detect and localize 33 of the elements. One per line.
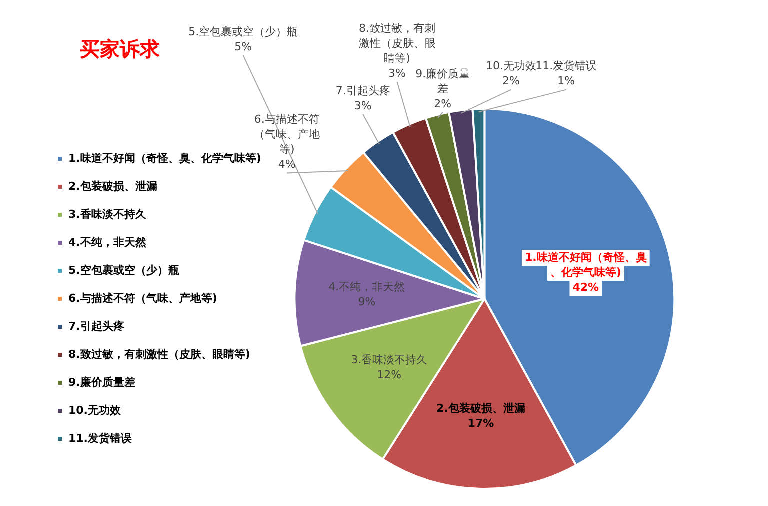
data-label: 9% — [358, 296, 376, 309]
legend-label: 11.发货错误 — [68, 432, 133, 445]
slice-label: 3.香味淡不持久 — [351, 354, 428, 367]
slice-label: 1.味道不好闻（奇怪、臭、化学气味等) — [524, 250, 647, 279]
data-label: 17% — [468, 417, 494, 430]
data-label: 5% — [234, 40, 252, 54]
data-label: 2% — [502, 74, 520, 88]
data-label: 3% — [354, 99, 372, 112]
slice-label: 9.廉价质量差 — [416, 67, 470, 96]
slice-label: 7.引起头疼 — [336, 84, 390, 98]
slice-label: 2.包装破损、泄漏 — [436, 402, 526, 416]
legend-label: 4.不纯，非天然 — [68, 236, 148, 249]
text: 买家诉求 — [79, 36, 161, 63]
data-label: 1% — [558, 74, 576, 88]
data-label: 42% — [572, 280, 600, 294]
legend-label: 1.味道不好闻（奇怪、臭、化学气味等) — [68, 152, 262, 165]
slice-label: 8.致过敏，有刺激性（皮肤、眼睛等) — [358, 22, 436, 65]
slice-label: 11.发货错误 — [536, 60, 598, 73]
data-label: 4% — [278, 158, 296, 172]
legend-label: 3.香味淡不持久 — [68, 208, 148, 221]
legend-label: 5.空包裹或空（少）瓶 — [68, 264, 180, 277]
slice-label: 10.无功效 — [486, 60, 537, 73]
data-label: 2% — [434, 97, 452, 110]
slice-label: 5.空包裹或空（少）瓶 — [188, 25, 298, 38]
slice-label: 4.不纯，非天然 — [328, 280, 406, 294]
legend-label: 8.致过敏，有刺激性（皮肤、眼睛等) — [68, 348, 250, 361]
legend-label: 10.无功效 — [68, 404, 122, 417]
legend-label: 2.包装破损、泄漏 — [68, 180, 158, 193]
data-label: 3% — [388, 66, 406, 80]
legend-label: 9.廉价质量差 — [68, 376, 136, 389]
legend-label: 6.与描述不符（气味、产地等) — [68, 292, 218, 305]
legend-label: 7.引起头疼 — [68, 320, 126, 333]
data-label: 12% — [377, 368, 402, 382]
